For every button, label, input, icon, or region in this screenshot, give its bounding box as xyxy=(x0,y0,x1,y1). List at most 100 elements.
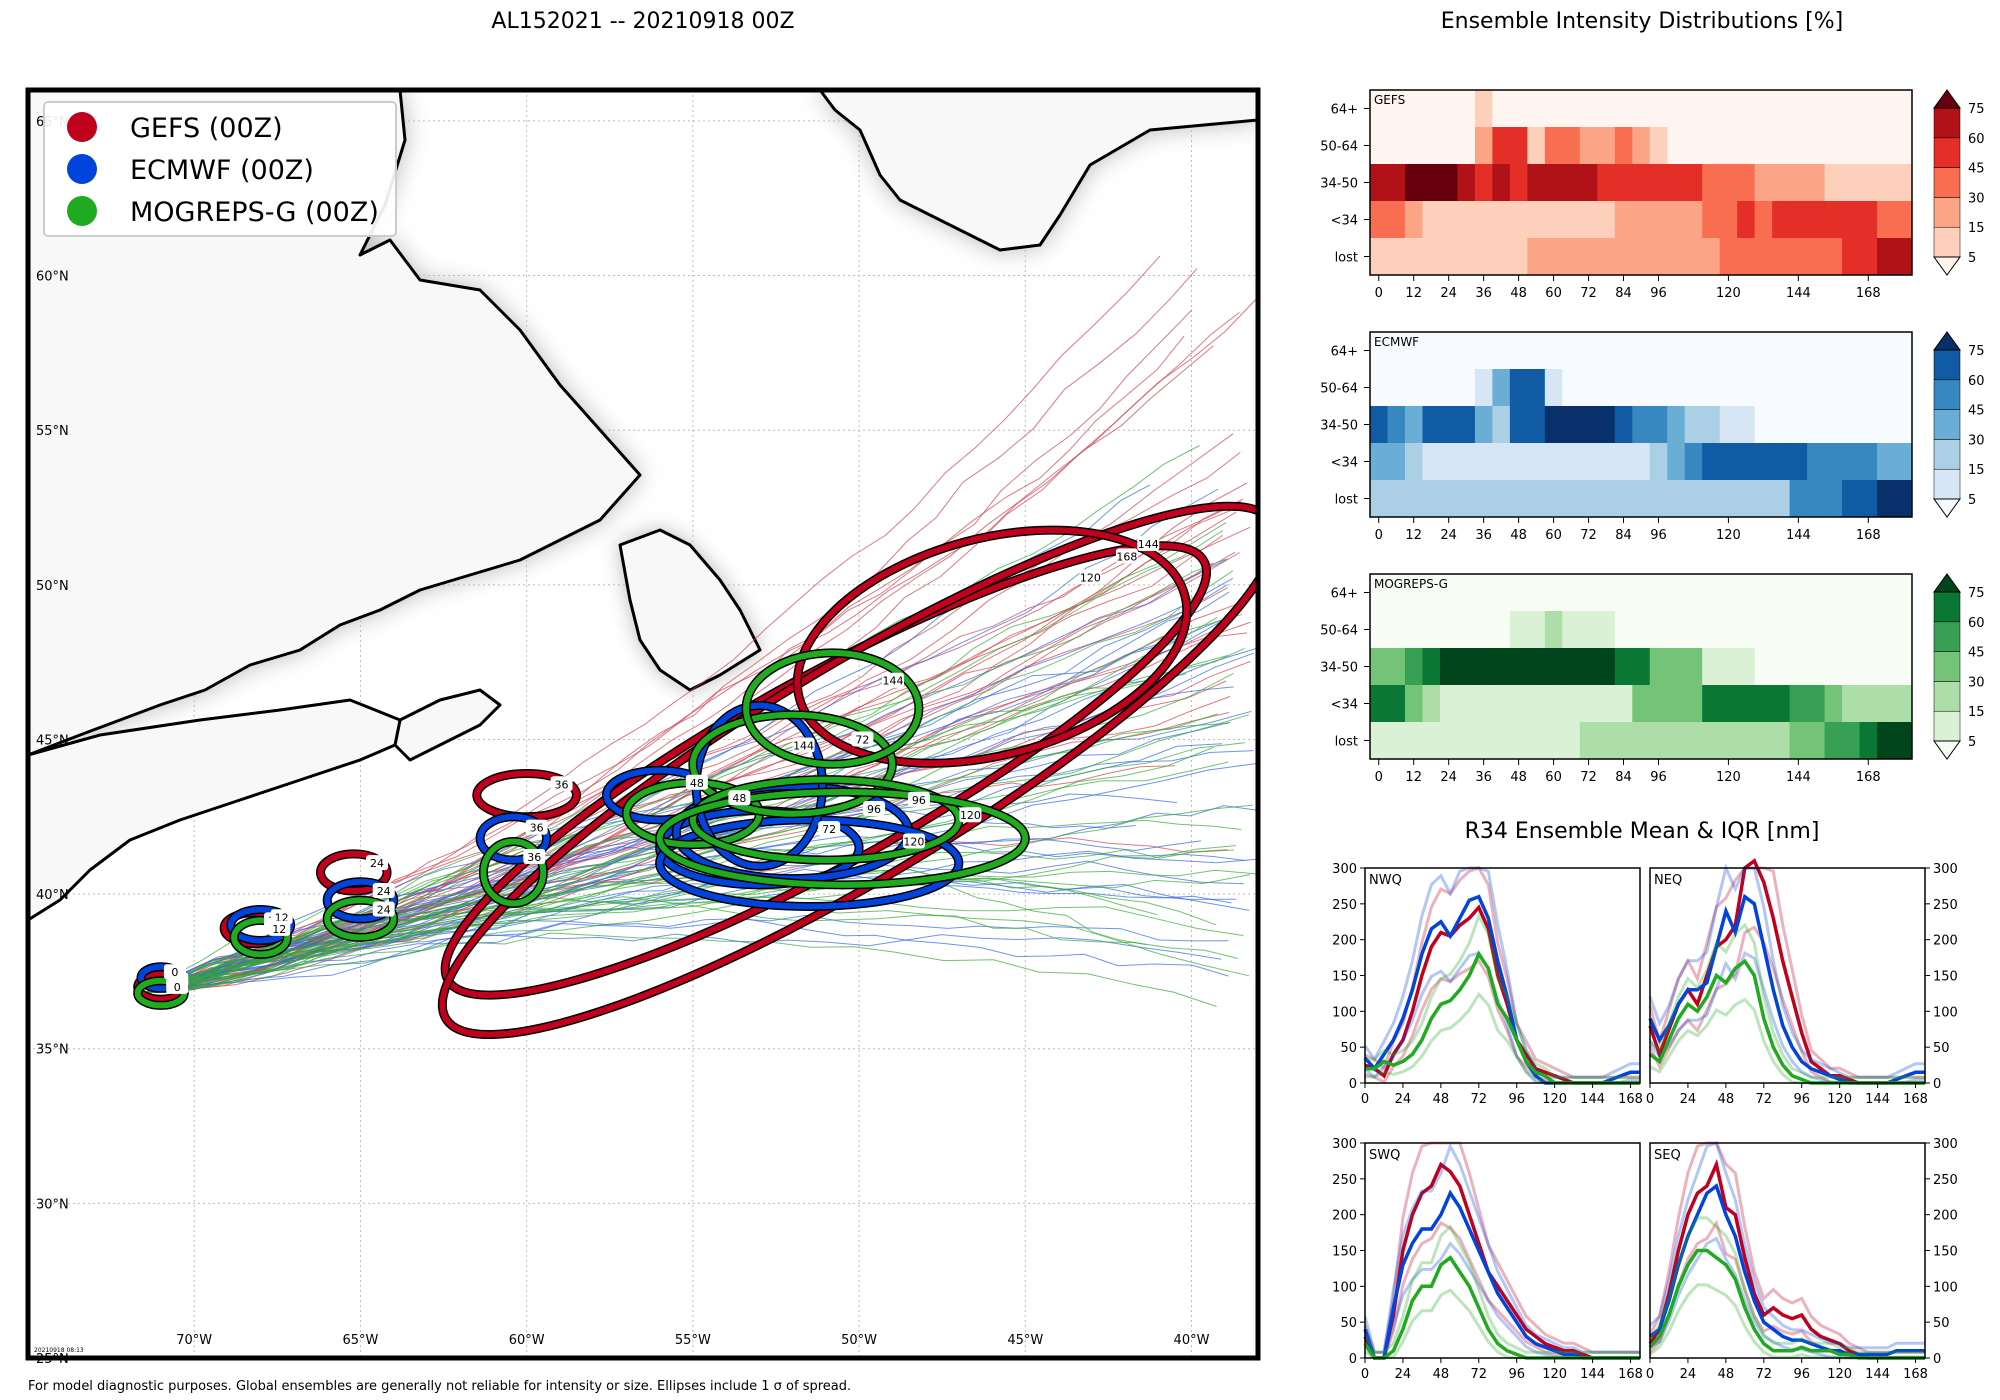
heatmap-cell xyxy=(1509,443,1528,481)
heatmap-cell xyxy=(1859,164,1878,202)
heatmap-cell xyxy=(1789,443,1808,481)
heatmap-cell xyxy=(1370,611,1388,649)
r34-x-tick-label: 96 xyxy=(1508,1092,1525,1107)
ellipse-label-bg xyxy=(902,833,925,849)
heatmap-cell xyxy=(1684,722,1703,760)
map-legend: GEFS (00Z) ECMWF (00Z) MOGREPS-G (00Z) xyxy=(43,101,397,237)
r34-x-tick-label: 24 xyxy=(1680,1092,1697,1107)
heatmap-cell xyxy=(1684,648,1703,686)
heatmap-cell xyxy=(1667,611,1686,649)
colorbar-tick-label: 60 xyxy=(1968,132,1985,147)
heatmap-cell xyxy=(1702,201,1721,239)
ellipse-label-bg xyxy=(372,901,395,917)
lat-tick-label: 30°N xyxy=(36,1197,69,1212)
heatmap-cell xyxy=(1684,201,1703,239)
heatmap-row-label: <34 xyxy=(1331,214,1358,229)
heatmap-cell xyxy=(1632,90,1651,128)
lat-tick-label: 40°N xyxy=(36,888,69,903)
r34-y-tick-label: 0 xyxy=(1933,1077,1941,1092)
heatmap-cell xyxy=(1579,127,1598,165)
ellipse-hour-label: 120 xyxy=(960,809,981,822)
ellipse-label-bg xyxy=(685,774,708,790)
heatmap-cell xyxy=(1509,406,1528,444)
heatmap-cell xyxy=(1457,127,1476,165)
heatmap-cell xyxy=(1492,127,1511,165)
heatmap-cell xyxy=(1597,332,1616,370)
heatmap-frame xyxy=(1369,331,1913,518)
r34-y-tick-label: 0 xyxy=(1349,1352,1357,1367)
heatmap-cell xyxy=(1457,611,1476,649)
heatmap-cell xyxy=(1649,201,1668,239)
heatmap-x-tick-label: 36 xyxy=(1475,286,1492,301)
heatmap-cell xyxy=(1754,443,1773,481)
r34-y-tick-label: 50 xyxy=(1340,1316,1357,1331)
heatmap-cell xyxy=(1719,480,1738,518)
ellipse-label-bg xyxy=(268,920,291,936)
lon-tick-label: 60°W xyxy=(509,1333,545,1348)
greenland-landmass xyxy=(818,90,1258,252)
heatmap-cell xyxy=(1404,332,1423,370)
r34-x-tick-label: 96 xyxy=(1793,1092,1810,1107)
lat-tick-label: 45°N xyxy=(36,733,69,748)
heatmap-cell xyxy=(1859,480,1878,518)
ensemble-track xyxy=(144,345,1214,994)
heatmap-cell xyxy=(1737,201,1756,239)
heatmap-cell xyxy=(1737,127,1756,165)
heatmap-row-label: 64+ xyxy=(1331,345,1358,360)
ensemble-track xyxy=(144,872,1147,994)
r34-x-tick-label: 24 xyxy=(1680,1367,1697,1382)
heatmap-cell xyxy=(1859,201,1878,239)
heatmap-cell xyxy=(1597,201,1616,239)
heatmap-cell xyxy=(1422,332,1441,370)
lat-tick-label: 35°N xyxy=(36,1043,69,1058)
heatmap-cell xyxy=(1544,574,1563,612)
heatmap-cell xyxy=(1439,685,1458,723)
heatmap-gefs: 64+ 50-64 34-50 <34 lost GEFS 0 12 24 36 48 60 72 84 9… xyxy=(1320,89,1985,301)
heatmap-cell xyxy=(1772,127,1791,165)
heatmap-cell xyxy=(1614,611,1633,649)
ellipse-hour-label: 36 xyxy=(555,778,569,791)
r34-iqr-upper-line xyxy=(1648,1141,1925,1354)
heatmap-cell xyxy=(1824,648,1843,686)
r34-y-tick-label: 200 xyxy=(1933,1209,1958,1224)
heatmap-cell xyxy=(1544,164,1563,202)
r34-y-tick-label: 100 xyxy=(1332,1005,1357,1020)
heatmap-cell xyxy=(1544,648,1563,686)
r34-x-tick-label: 24 xyxy=(1395,1092,1412,1107)
heatmap-cell xyxy=(1667,648,1686,686)
heatmap-cell xyxy=(1807,201,1826,239)
heatmap-cell xyxy=(1474,127,1493,165)
r34-x-tick-label: 48 xyxy=(1718,1367,1735,1382)
lon-tick-label: 50°W xyxy=(841,1333,877,1348)
heatmap-cell xyxy=(1789,611,1808,649)
lon-tick-label: 55°W xyxy=(675,1333,711,1348)
heatmap-x-tick-label: 60 xyxy=(1545,770,1562,785)
r34-quadrant-label: NWQ xyxy=(1369,873,1402,888)
heatmap-cell xyxy=(1492,406,1511,444)
heatmap-cell xyxy=(1754,127,1773,165)
heatmap-cell xyxy=(1474,164,1493,202)
heatmap-cell xyxy=(1579,164,1598,202)
lat-tick-label: 60°N xyxy=(36,270,69,285)
ellipse-label-bg xyxy=(907,791,930,807)
heatmap-cell xyxy=(1614,406,1633,444)
heatmap-cell xyxy=(1807,648,1826,686)
heatmap-cell xyxy=(1509,611,1528,649)
heatmap-cell xyxy=(1877,90,1896,128)
heatmap-x-tick-label: 36 xyxy=(1475,528,1492,543)
heatmap-cell xyxy=(1859,238,1878,276)
heatmap-cell xyxy=(1527,480,1546,518)
ellipse-hour-label: 168 xyxy=(1116,550,1137,563)
heatmap-x-tick-label: 24 xyxy=(1440,528,1457,543)
r34-x-tick-label: 144 xyxy=(1865,1092,1890,1107)
heatmap-cell xyxy=(1492,722,1511,760)
heatmap-cell xyxy=(1877,238,1896,276)
heatmap-cell xyxy=(1439,238,1458,276)
heatmap-row-label: 34-50 xyxy=(1320,177,1358,192)
heatmap-cell xyxy=(1422,480,1441,518)
heatmap-cell xyxy=(1422,164,1441,202)
r34-y-tick-label: 250 xyxy=(1332,1173,1357,1188)
r34-x-tick-label: 120 xyxy=(1542,1367,1567,1382)
heatmap-cell xyxy=(1597,685,1616,723)
heatmap-cell xyxy=(1842,238,1861,276)
